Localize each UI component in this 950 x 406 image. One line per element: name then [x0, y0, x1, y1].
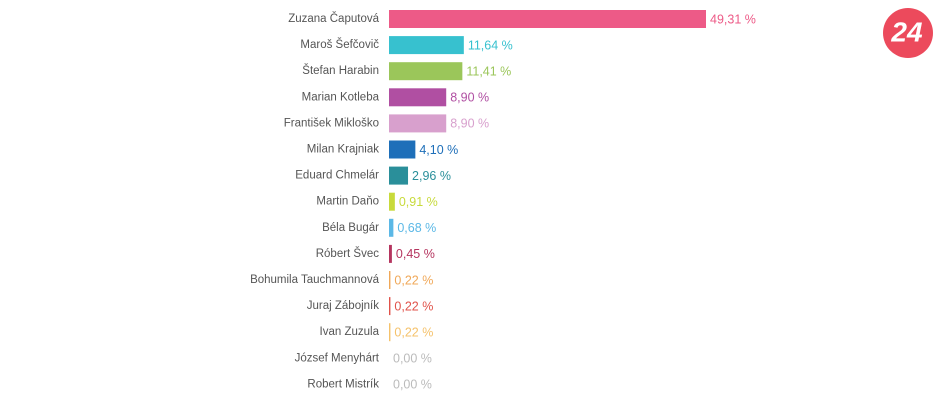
value-label: 0,22 % — [394, 325, 433, 339]
bar — [389, 218, 394, 237]
bar — [389, 88, 447, 107]
logo: 24 — [890, 16, 923, 47]
category-label: Robert Mistrík — [307, 378, 379, 390]
bar — [389, 192, 395, 211]
category-label: Eduard Chmelár — [295, 170, 379, 182]
bar — [389, 140, 416, 159]
value-label: 0,22 % — [394, 273, 433, 287]
value-label: 11,64 % — [468, 38, 513, 52]
category-label: Ivan Zuzula — [320, 326, 380, 338]
value-label: 11,41 % — [466, 64, 511, 78]
value-label: 8,90 % — [450, 117, 489, 131]
category-label: Juraj Zábojník — [307, 300, 379, 312]
bar — [389, 323, 391, 342]
category-label: Martin Daňo — [316, 196, 379, 208]
value-label: 0,00 % — [393, 378, 432, 392]
category-label: František Mikloško — [284, 117, 379, 129]
category-label: Maroš Šefčovič — [300, 38, 379, 51]
value-label: 0,45 % — [396, 247, 435, 261]
logo-circle — [883, 8, 933, 58]
category-label: Milan Krajniak — [307, 144, 379, 156]
value-label: 0,68 % — [397, 221, 436, 235]
value-label: 0,91 % — [399, 195, 438, 209]
bar — [389, 297, 391, 316]
bar — [389, 114, 447, 133]
bar — [389, 271, 391, 289]
category-label: Zuzana Čaputová — [288, 12, 379, 25]
value-label: 0,00 % — [393, 352, 432, 366]
value-label: 2,96 % — [412, 169, 451, 183]
value-label: 0,22 % — [394, 299, 433, 313]
category-label: Bohumila Tauchmannová — [250, 274, 380, 286]
bar — [389, 166, 409, 185]
value-label: 4,10 % — [419, 143, 458, 157]
category-label: Béla Bugár — [322, 222, 379, 234]
bar — [389, 62, 463, 81]
bar — [389, 36, 464, 55]
value-label: 49,31 % — [710, 12, 756, 26]
bar — [389, 10, 706, 28]
bar — [389, 244, 392, 263]
category-label: Štefan Harabin — [302, 64, 379, 77]
category-label: Róbert Švec — [316, 247, 380, 260]
category-label: József Menyhárt — [295, 352, 380, 364]
value-label: 8,90 % — [450, 91, 489, 105]
category-label: Marian Kotleba — [302, 91, 380, 103]
